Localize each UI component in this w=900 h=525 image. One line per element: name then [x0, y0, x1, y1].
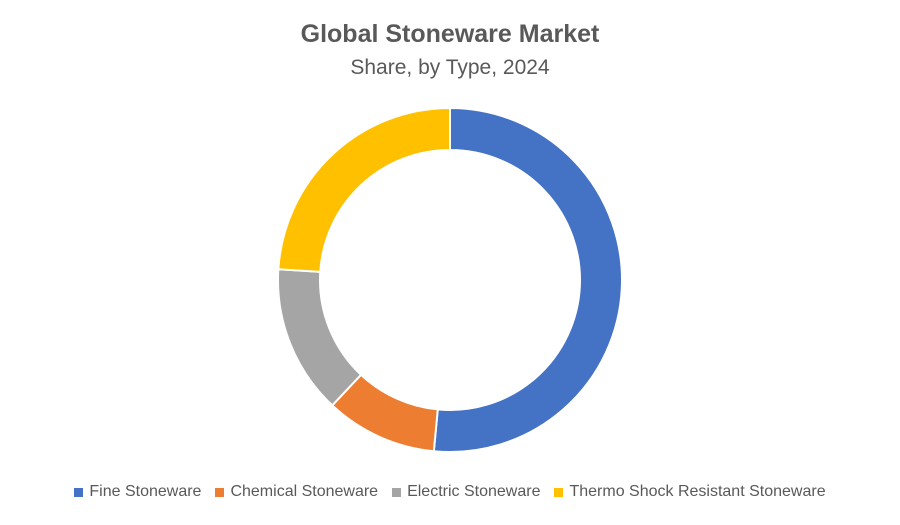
donut-slice-electric-stoneware [277, 268, 363, 407]
legend-label-fine-stoneware: Fine Stoneware [89, 483, 202, 500]
legend-item-electric-stoneware: Electric Stoneware [392, 483, 540, 501]
legend-item-fine-stoneware: Fine Stoneware [74, 483, 201, 501]
legend-swatch-chemical-stoneware [215, 487, 225, 497]
legend-label-electric-stoneware: Electric Stoneware [407, 483, 541, 500]
chart-title: Global Stoneware Market [300, 20, 600, 48]
legend-item-chemical-stoneware: Chemical Stoneware [215, 483, 378, 501]
legend-label-thermo-shock-resistant-stoneware: Thermo Shock Resistant Stoneware [569, 483, 826, 500]
legend-swatch-fine-stoneware [74, 487, 84, 497]
legend-swatch-thermo-shock-resistant-stoneware [554, 487, 564, 497]
legend-swatch-electric-stoneware [392, 487, 402, 497]
donut-slice-fine-stoneware [432, 106, 623, 453]
chart-subtitle: Share, by Type, 2024 [350, 56, 550, 79]
chart-legend: Fine Stoneware Chemical Stoneware Electr… [0, 483, 900, 501]
legend-item-thermo-shock-resistant-stoneware: Thermo Shock Resistant Stoneware [554, 483, 826, 501]
legend-label-chemical-stoneware: Chemical Stoneware [230, 483, 379, 500]
donut-slice-thermo-shock-resistant-stoneware [277, 106, 451, 273]
